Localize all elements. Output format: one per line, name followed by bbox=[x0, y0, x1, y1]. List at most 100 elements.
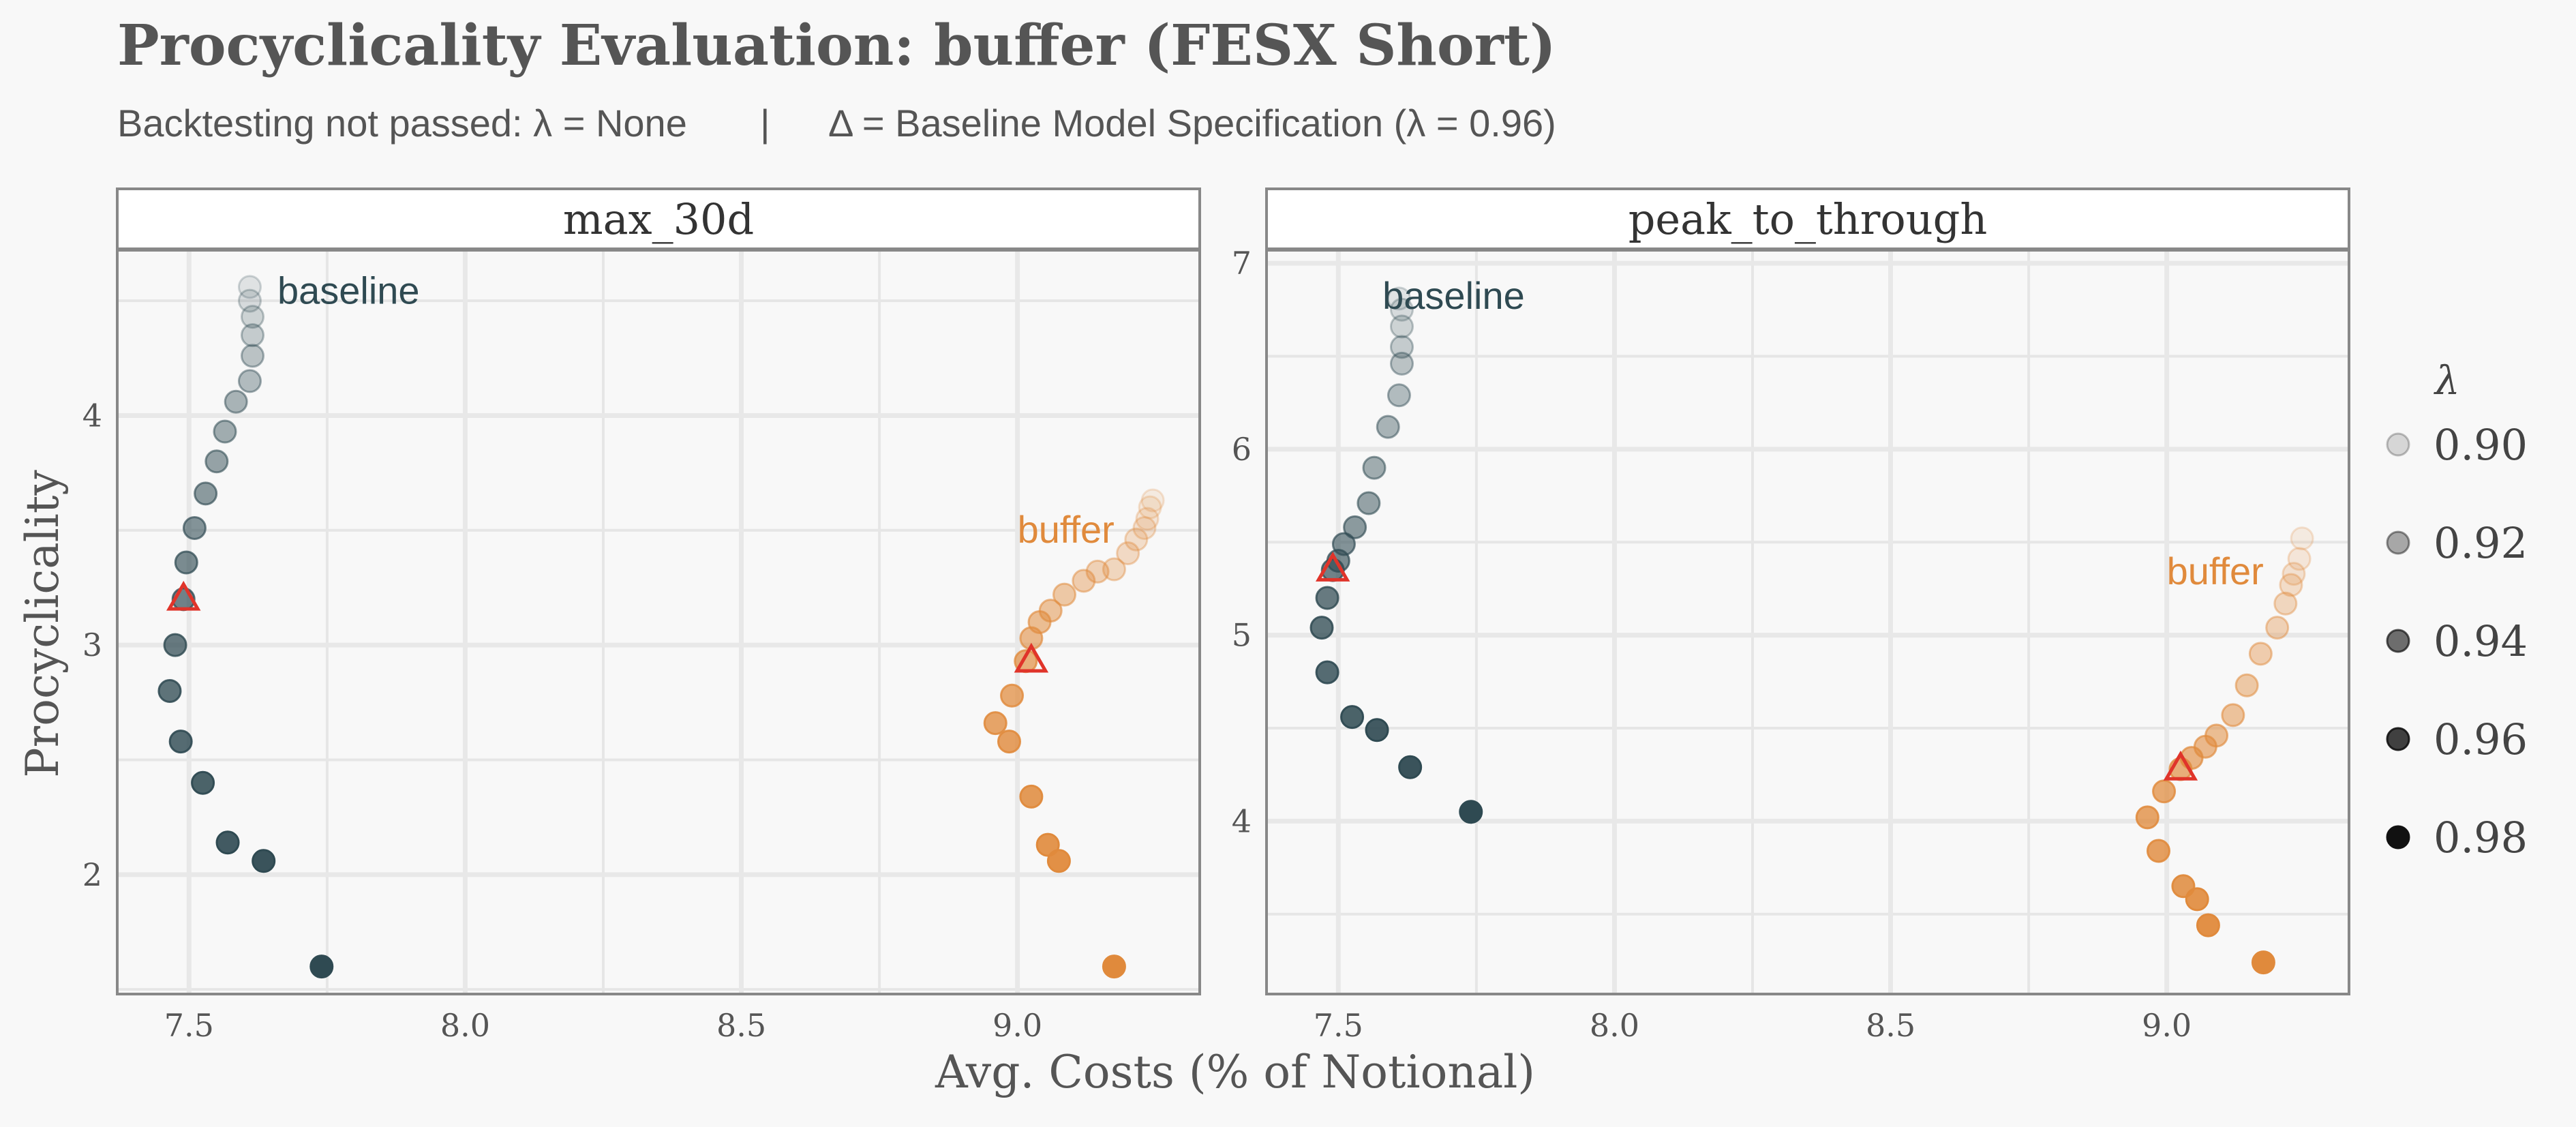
data-point bbox=[1340, 705, 1365, 730]
legend-label: 0.90 bbox=[2434, 420, 2528, 470]
data-point bbox=[241, 323, 264, 348]
panel-border bbox=[116, 249, 1201, 995]
data-point bbox=[1140, 488, 1165, 513]
facet-strip-label: max_30d bbox=[563, 194, 754, 244]
data-point bbox=[2287, 547, 2312, 571]
x-tick-label: 9.0 bbox=[992, 1007, 1042, 1044]
data-point bbox=[1387, 383, 1411, 408]
y-tick-label: 2 bbox=[82, 856, 102, 893]
y-tick-label: 4 bbox=[1232, 802, 1252, 839]
y-tick-label: 5 bbox=[1232, 617, 1252, 654]
data-point bbox=[1390, 335, 1414, 359]
legend-key bbox=[2386, 530, 2410, 555]
legend-key bbox=[2386, 432, 2410, 457]
data-point bbox=[1315, 660, 1339, 685]
data-point bbox=[204, 449, 229, 474]
facet-strip bbox=[1265, 187, 2350, 250]
series-label-baseline: baseline bbox=[277, 269, 420, 312]
data-point bbox=[2196, 913, 2220, 937]
chart-title: Procyclicality Evaluation: buffer (FESX … bbox=[117, 13, 1556, 78]
legend-label: 0.98 bbox=[2434, 813, 2528, 862]
data-point bbox=[2146, 839, 2170, 863]
data-point bbox=[237, 275, 262, 299]
y-tick-label: 6 bbox=[1232, 431, 1252, 468]
data-point bbox=[2265, 616, 2290, 640]
lambda-legend: λ 0.90 0.92 0.94 0.96 0.98 bbox=[2386, 357, 2528, 862]
x-tick-label: 9.0 bbox=[2142, 1007, 2192, 1044]
chart-subtitle-separator: | bbox=[760, 102, 770, 145]
data-point bbox=[194, 481, 218, 506]
panel-peak-to-through: peak_to_through 7.5 8.0 8.5 9.0 4 5 6 7 baseline b… bbox=[1232, 187, 2350, 1044]
data-point bbox=[1398, 755, 1423, 779]
data-point bbox=[2152, 779, 2177, 804]
x-tick-label: 7.5 bbox=[164, 1007, 214, 1044]
baseline-spec-marker bbox=[1316, 552, 1350, 582]
data-point bbox=[215, 830, 240, 855]
data-point bbox=[2251, 950, 2275, 975]
chart-subtitle-right: Δ = Baseline Model Specification (λ = 0.… bbox=[828, 102, 1556, 145]
data-point bbox=[241, 344, 264, 368]
data-point bbox=[2290, 526, 2314, 551]
baseline-spec-marker bbox=[166, 580, 201, 611]
data-point bbox=[1072, 569, 1096, 593]
data-point bbox=[1387, 286, 1411, 311]
baseline-spec-marker bbox=[1014, 642, 1049, 673]
data-point bbox=[2282, 562, 2306, 586]
data-point bbox=[1390, 314, 1414, 339]
legend-label: 0.92 bbox=[2434, 518, 2528, 568]
series-label-baseline: baseline bbox=[1382, 274, 1525, 317]
data-point bbox=[2248, 642, 2273, 666]
series-baseline bbox=[1309, 286, 1483, 824]
data-point bbox=[224, 389, 248, 414]
data-point bbox=[174, 550, 198, 575]
panel-max-30d: max_30d 7.5 8.0 8.5 9.0 2 3 4 baseline buffer bbox=[82, 187, 1201, 1044]
data-point bbox=[1102, 557, 1126, 582]
data-point bbox=[2273, 591, 2298, 616]
facet-strip bbox=[116, 187, 1201, 250]
series-baseline bbox=[157, 275, 334, 979]
data-point bbox=[1343, 515, 1367, 539]
data-point bbox=[1124, 527, 1149, 552]
data-point bbox=[1052, 582, 1076, 607]
data-point bbox=[1376, 415, 1400, 439]
x-tick-label: 8.5 bbox=[716, 1007, 766, 1044]
baseline-spec-marker bbox=[2163, 750, 2198, 781]
series-label-buffer: buffer bbox=[1018, 508, 1115, 551]
y-tick-label: 7 bbox=[1232, 245, 1252, 282]
data-point bbox=[1390, 297, 1414, 322]
data-point bbox=[2221, 703, 2245, 727]
data-point bbox=[1459, 800, 1483, 824]
data-point bbox=[1132, 515, 1157, 540]
legend-label: 0.94 bbox=[2434, 616, 2528, 666]
data-point bbox=[241, 305, 264, 329]
data-point bbox=[1390, 351, 1414, 376]
data-point bbox=[1135, 507, 1160, 531]
x-tick-label: 8.0 bbox=[440, 1007, 490, 1044]
data-point bbox=[1315, 586, 1339, 610]
data-point bbox=[163, 633, 187, 657]
chart-subtitle-left: Backtesting not passed: λ = None bbox=[117, 102, 687, 145]
x-tick-label: 8.0 bbox=[1590, 1007, 1639, 1044]
series-buffer bbox=[2135, 526, 2314, 975]
data-point bbox=[191, 770, 215, 795]
x-tick-label: 7.5 bbox=[1314, 1007, 1363, 1044]
legend-key bbox=[2386, 727, 2410, 751]
data-point bbox=[2234, 673, 2259, 697]
data-point bbox=[983, 711, 1007, 736]
data-point bbox=[1035, 832, 1060, 857]
data-point bbox=[1046, 849, 1071, 873]
data-point bbox=[213, 419, 237, 444]
data-point bbox=[157, 679, 182, 704]
data-point bbox=[2135, 805, 2160, 830]
data-point bbox=[2279, 573, 2303, 597]
data-point bbox=[1116, 541, 1140, 565]
y-tick-label: 4 bbox=[82, 397, 102, 434]
x-tick-label: 8.5 bbox=[1866, 1007, 1915, 1044]
panel-border bbox=[1265, 249, 2350, 995]
data-point bbox=[1000, 683, 1025, 708]
legend-label: 0.96 bbox=[2434, 715, 2528, 764]
data-point bbox=[1102, 955, 1126, 979]
data-point bbox=[252, 849, 276, 873]
data-point bbox=[2185, 887, 2209, 912]
